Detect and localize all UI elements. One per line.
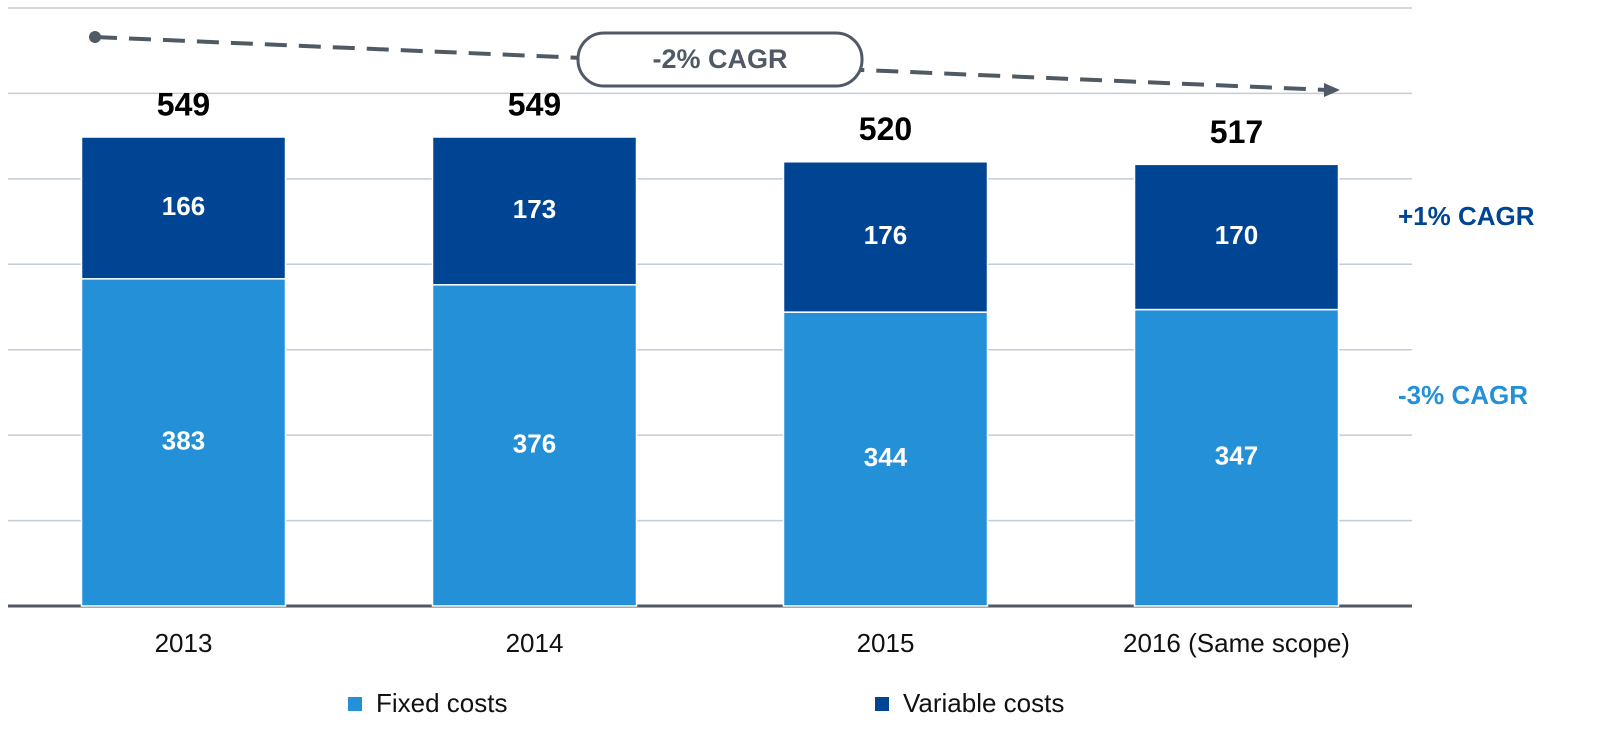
value-label: 166	[162, 191, 205, 221]
x-tick-label: 2014	[506, 628, 564, 658]
legend-label: Variable costs	[903, 688, 1064, 718]
total-label: 520	[859, 111, 912, 147]
x-tick-label: 2013	[155, 628, 213, 658]
x-tick-label: 2015	[857, 628, 915, 658]
bar-segment	[1133, 163, 1340, 311]
variable-cagr: +1% CAGR	[1398, 201, 1535, 231]
fixed-cagr: -3% CAGR	[1398, 380, 1528, 410]
total-cagr: -2% CAGR	[652, 44, 787, 74]
value-label: 173	[513, 194, 556, 224]
x-tick-label: 2016 (Same scope)	[1123, 628, 1350, 658]
value-label: 383	[162, 425, 205, 455]
legend-swatch	[875, 697, 889, 711]
bar-segment	[80, 136, 287, 280]
total-label: 549	[508, 86, 561, 122]
arrow-head	[1324, 83, 1340, 97]
cagr-box	[576, 31, 864, 88]
plot: 383 166 549 2013 376 173 549 2014 344 176 520 2015 3…	[80, 86, 1350, 718]
total-label: 517	[1210, 114, 1263, 150]
bar-segment	[782, 161, 989, 313]
bar-segment	[431, 284, 638, 607]
total-label: 549	[157, 86, 210, 122]
bar-segment	[80, 278, 287, 607]
value-label: 347	[1215, 441, 1258, 471]
overall-trend-arrow: -2% CAGR	[89, 31, 1340, 97]
value-label: 170	[1215, 220, 1258, 250]
bar-segment	[782, 311, 989, 607]
legend-label: Fixed costs	[376, 688, 508, 718]
value-label: 376	[513, 428, 556, 458]
bar-segment	[431, 136, 638, 286]
legend-swatch	[348, 697, 362, 711]
value-label: 344	[864, 442, 908, 472]
value-label: 176	[864, 220, 907, 250]
